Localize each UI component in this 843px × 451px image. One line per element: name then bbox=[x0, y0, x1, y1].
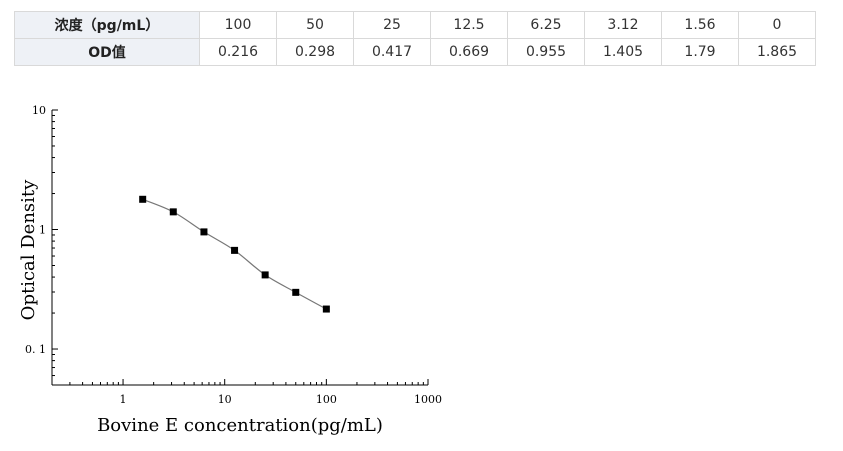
od-cell: 0.216 bbox=[199, 38, 277, 66]
data-point bbox=[169, 208, 177, 216]
concentration-row: 浓度（pg/mL） 100 50 25 12.5 6.25 3.12 1.56 … bbox=[14, 11, 816, 39]
concentration-cell: 6.25 bbox=[507, 11, 585, 39]
concentration-cell: 0 bbox=[738, 11, 816, 39]
concentration-cell: 12.5 bbox=[430, 11, 508, 39]
x-tick-label: 1000 bbox=[414, 393, 442, 406]
data-point bbox=[261, 271, 269, 279]
y-tick-label: 0. 1 bbox=[25, 343, 46, 356]
od-cell: 0.417 bbox=[353, 38, 431, 66]
od-header: OD值 bbox=[14, 38, 200, 66]
x-tick-label: 100 bbox=[316, 393, 337, 406]
od-cell: 0.955 bbox=[507, 38, 585, 66]
od-cell: 0.669 bbox=[430, 38, 508, 66]
od-row: OD值 0.216 0.298 0.417 0.669 0.955 1.405 … bbox=[14, 38, 816, 66]
y-axis-label: Optical Density bbox=[18, 179, 39, 320]
x-axis-label: Bovine E concentration(pg/mL) bbox=[97, 415, 383, 436]
data-point bbox=[139, 195, 147, 203]
chart-axes: 1 10 100 1000 10 1 0. 1 bbox=[25, 104, 442, 406]
data-point bbox=[200, 228, 208, 236]
concentration-header: 浓度（pg/mL） bbox=[14, 11, 200, 39]
od-cell: 1.405 bbox=[584, 38, 662, 66]
concentration-cell: 25 bbox=[353, 11, 431, 39]
data-point bbox=[322, 305, 330, 313]
od-cell: 1.865 bbox=[738, 38, 816, 66]
data-point bbox=[231, 246, 239, 254]
od-cell: 1.79 bbox=[661, 38, 739, 66]
data-point bbox=[292, 288, 300, 296]
y-tick-label: 1 bbox=[39, 224, 46, 237]
data-table: 浓度（pg/mL） 100 50 25 12.5 6.25 3.12 1.56 … bbox=[14, 11, 816, 66]
y-tick-label: 10 bbox=[32, 104, 46, 117]
x-tick-label: 10 bbox=[218, 393, 232, 406]
concentration-cell: 1.56 bbox=[661, 11, 739, 39]
concentration-cell: 100 bbox=[199, 11, 277, 39]
data-points bbox=[139, 195, 330, 313]
standard-curve-chart: 1 10 100 1000 10 1 0. 1 Bovine E concentration… bbox=[18, 104, 442, 436]
x-tick-label: 1 bbox=[120, 393, 127, 406]
concentration-cell: 50 bbox=[276, 11, 354, 39]
concentration-cell: 3.12 bbox=[584, 11, 662, 39]
od-cell: 0.298 bbox=[276, 38, 354, 66]
